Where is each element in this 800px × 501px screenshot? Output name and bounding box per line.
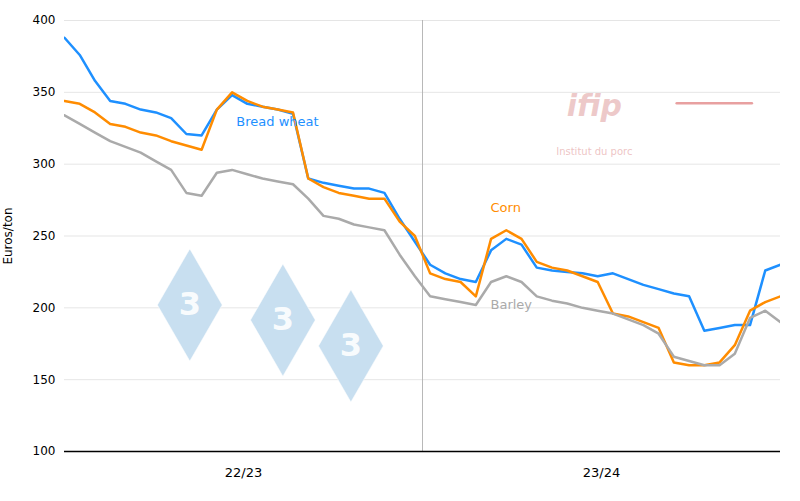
svg-text:Barley: Barley	[491, 297, 533, 312]
svg-text:Corn: Corn	[491, 200, 521, 215]
svg-text:Institut du porc: Institut du porc	[556, 146, 632, 157]
svg-text:Euros/ton: Euros/ton	[1, 207, 15, 264]
svg-text:300: 300	[33, 157, 56, 171]
svg-text:400: 400	[33, 13, 56, 27]
svg-text:3: 3	[340, 326, 362, 364]
svg-text:Bread wheat: Bread wheat	[236, 114, 318, 129]
svg-text:3: 3	[272, 300, 294, 338]
svg-text:250: 250	[33, 229, 56, 243]
svg-text:100: 100	[33, 444, 56, 458]
svg-text:22/23: 22/23	[225, 465, 262, 480]
svg-text:3: 3	[179, 285, 201, 323]
svg-text:150: 150	[33, 373, 56, 387]
svg-text:ifip: ifip	[567, 88, 622, 123]
svg-text:200: 200	[33, 301, 56, 315]
svg-text:23/24: 23/24	[583, 465, 620, 480]
svg-text:350: 350	[33, 85, 56, 99]
